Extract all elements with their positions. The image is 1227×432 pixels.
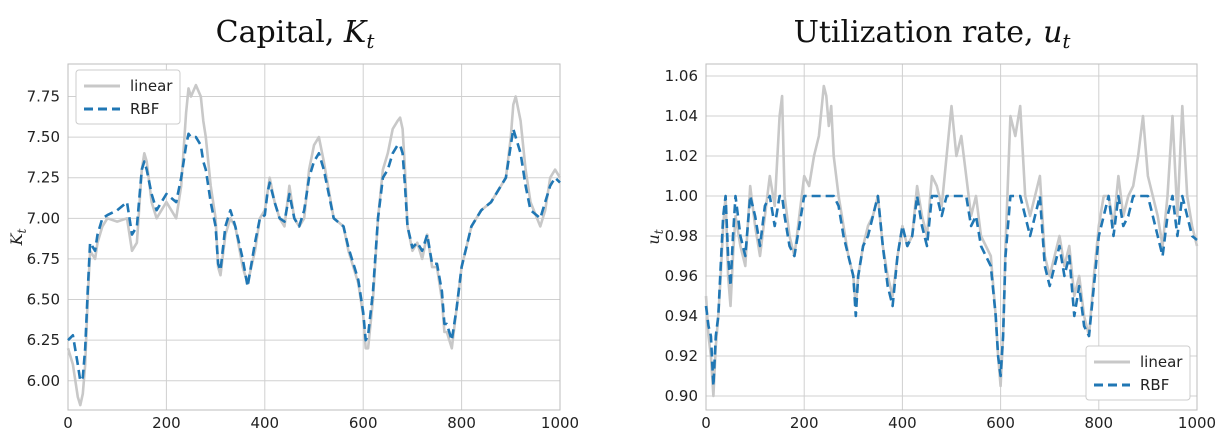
- capital-legend: linear RBF: [75, 69, 181, 125]
- capital-y-tick-label: 6.75: [27, 250, 60, 268]
- capital-x-tick-label: 800: [447, 414, 476, 432]
- utilization-series: [704, 84, 1199, 398]
- capital-series-rbf-line: [67, 127, 561, 383]
- utilization-y-tick-label: 1.06: [665, 67, 698, 85]
- utilization-y-tick-label: 0.98: [665, 227, 698, 245]
- utilization-x-tick-label: 0: [701, 414, 711, 432]
- utilization-chart: Utilization rate, ut 0 200 400 600 800 1000 0…: [644, 15, 1216, 432]
- capital-x-tick-label: 1000: [541, 414, 579, 432]
- utilization-series-linear-line: [704, 84, 1199, 398]
- utilization-y-tick-label: 0.96: [665, 267, 698, 285]
- utilization-series-rbf-line: [704, 194, 1198, 388]
- utilization-y-tick-label: 1.02: [665, 147, 698, 165]
- capital-y-axis-label: Kt: [7, 228, 29, 246]
- utilization-x-axis: 0 200 400 600 800 1000: [701, 414, 1216, 432]
- capital-series: [66, 83, 562, 407]
- capital-x-tick-label: 200: [152, 414, 181, 432]
- capital-y-tick-label: 7.00: [27, 209, 60, 227]
- capital-chart-title: Capital, Kt: [216, 15, 376, 53]
- utilization-x-tick-label: 800: [1084, 414, 1113, 432]
- capital-y-tick-label: 6.25: [27, 331, 60, 349]
- capital-series-linear-line: [66, 83, 562, 407]
- utilization-y-tick-label: 1.04: [665, 107, 698, 125]
- capital-y-tick-label: 7.25: [27, 169, 60, 187]
- capital-legend-linear-label: linear: [130, 77, 173, 95]
- capital-y-axis: 6.00 6.25 6.50 6.75 7.00 7.25 7.50 7.75: [27, 87, 60, 389]
- utilization-chart-title: Utilization rate, ut: [794, 15, 1072, 53]
- utilization-y-tick-label: 0.94: [665, 307, 698, 325]
- capital-y-tick-label: 6.50: [27, 291, 60, 309]
- capital-y-tick-label: 7.50: [27, 128, 60, 146]
- utilization-y-axis: 0.90 0.92 0.94 0.96 0.98 1.00 1.02 1.04 1.06: [665, 67, 698, 405]
- capital-plot-frame: [67, 63, 561, 411]
- utilization-y-axis-label: ut: [644, 229, 666, 244]
- utilization-x-tick-label: 200: [790, 414, 819, 432]
- capital-y-tick-label: 6.00: [27, 372, 60, 390]
- capital-x-tick-label: 600: [349, 414, 378, 432]
- utilization-legend: linear RBF: [1085, 345, 1191, 401]
- capital-x-axis: 0 200 400 600 800 1000: [63, 414, 579, 432]
- capital-legend-rbf-label: RBF: [130, 100, 159, 118]
- capital-x-tick-label: 400: [250, 414, 279, 432]
- utilization-x-tick-label: 600: [986, 414, 1015, 432]
- utilization-legend-rbf-label: RBF: [1140, 376, 1169, 394]
- utilization-legend-linear-label: linear: [1140, 353, 1183, 371]
- utilization-y-tick-label: 1.00: [665, 187, 698, 205]
- utilization-plot-frame: [705, 63, 1198, 411]
- capital-x-tick-label: 0: [63, 414, 73, 432]
- utilization-y-tick-label: 0.92: [665, 347, 698, 365]
- capital-y-tick-label: 7.75: [27, 87, 60, 105]
- utilization-x-tick-label: 400: [888, 414, 917, 432]
- capital-chart: Capital, Kt 0 200 400 600 800 1000 6.006.256.…: [7, 15, 579, 432]
- utilization-x-tick-label: 1000: [1178, 414, 1216, 432]
- utilization-y-tick-label: 0.90: [665, 387, 698, 405]
